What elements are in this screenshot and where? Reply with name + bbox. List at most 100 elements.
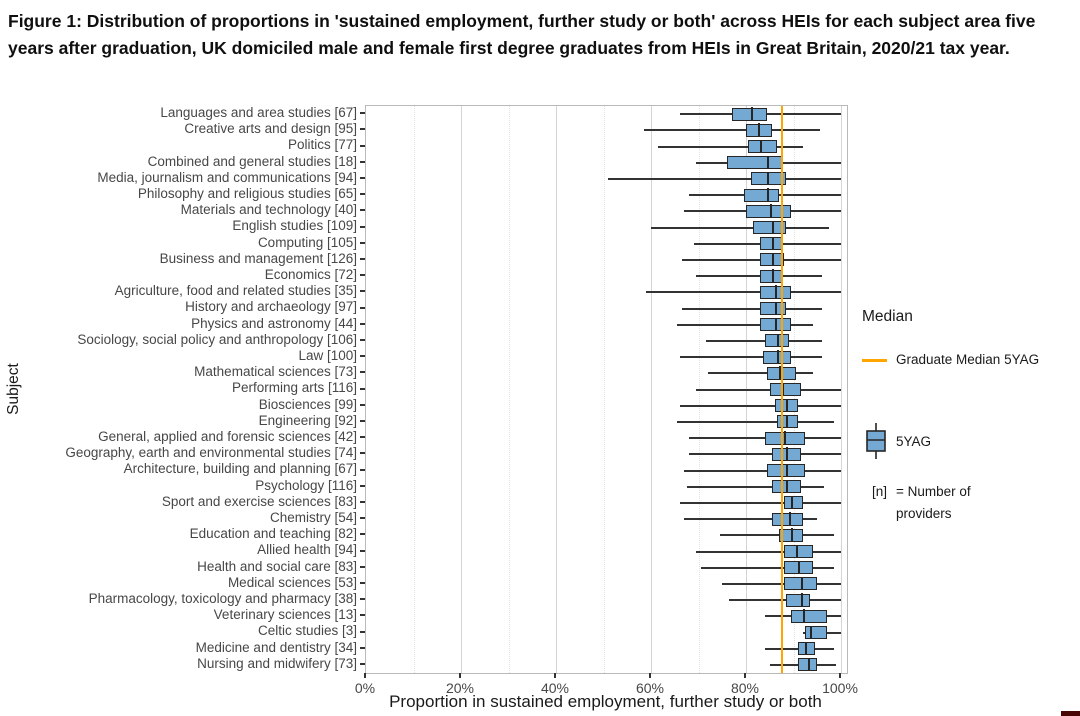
- boxplot-whisker: [705, 339, 822, 342]
- y-axis-label: Sociology, social policy and anthropolog…: [77, 331, 357, 347]
- gridline-minor: [413, 106, 416, 673]
- y-axis-label: Creative arts and design [95]: [184, 121, 357, 137]
- y-axis-tick: [360, 128, 365, 131]
- y-axis-label: Economics [72]: [264, 267, 357, 282]
- boxplot-median-line: [779, 366, 782, 380]
- y-axis-tick: [360, 646, 365, 649]
- boxplot-median-line: [795, 544, 798, 558]
- y-axis-label: Philosophy and religious studies [65]: [137, 186, 357, 201]
- boxplot-whisker: [696, 275, 822, 278]
- boxplot-box: [760, 236, 782, 251]
- boxplot-box: [746, 204, 792, 218]
- boxplot-box: [784, 544, 813, 558]
- y-axis-tick: [360, 452, 365, 455]
- boxplot-median-line: [757, 123, 760, 137]
- boxplot-box: [772, 512, 803, 526]
- y-axis-tick: [360, 176, 365, 179]
- boxplot-median-line: [810, 625, 813, 639]
- y-axis-tick: [360, 662, 365, 665]
- x-axis-title: Proportion in sustained employment, furt…: [389, 692, 822, 711]
- y-axis-tick: [360, 387, 365, 390]
- boxplot-box: [772, 479, 801, 494]
- boxplot-whisker: [719, 534, 834, 537]
- y-axis-tick: [360, 371, 365, 374]
- boxplot-box: [760, 285, 792, 299]
- reference-line-legend-label: Graduate Median 5YAG: [896, 352, 1040, 367]
- y-axis-label: Materials and technology [40]: [180, 202, 357, 218]
- boxplot-median-line: [767, 188, 770, 202]
- y-axis-label: General, applied and forensic sciences […: [98, 429, 357, 444]
- y-axis-label: Sport and exercise sciences [83]: [161, 493, 357, 509]
- y-axis-label: Law [100]: [298, 348, 357, 363]
- y-axis-label: Chemistry [54]: [269, 510, 357, 525]
- gridline-major: [651, 106, 652, 673]
- gridline-major: [461, 106, 462, 673]
- y-axis-label: Education and teaching [82]: [189, 526, 357, 542]
- providers-note-text: = Number of providers: [896, 484, 971, 521]
- boxplot-box: [774, 398, 799, 413]
- boxplot-whisker: [677, 420, 834, 423]
- boxplot-box: [731, 107, 768, 121]
- boxplot-median-line: [769, 204, 772, 218]
- screen-artifact: [1061, 711, 1080, 716]
- y-axis-label: Physics and astronomy [44]: [191, 315, 357, 331]
- y-axis-tick: [360, 290, 365, 293]
- boxplot-box: [779, 528, 803, 542]
- y-axis-label: Pharmacology, toxicology and pharmacy [3…: [88, 591, 357, 606]
- boxplot-median-line: [786, 447, 789, 461]
- boxplot-whisker: [700, 566, 834, 569]
- y-axis-tick: [360, 484, 365, 487]
- y-axis-tick: [360, 549, 365, 552]
- boxplot-median-line: [767, 155, 770, 169]
- x-axis-tick: [364, 673, 366, 678]
- y-axis-tick: [360, 322, 365, 325]
- boxplot-median-line: [791, 528, 794, 542]
- boxplot-whisker: [681, 307, 822, 310]
- y-axis-tick: [360, 225, 365, 228]
- y-axis-label: Veterinary sciences [13]: [213, 607, 357, 623]
- boxplot-median-line: [774, 301, 777, 315]
- boxplot-box: [760, 252, 784, 267]
- y-axis-label: Business and management [126]: [159, 250, 357, 266]
- y-axis-label: Architecture, building and planning [67]: [123, 461, 357, 477]
- boxplot-median-line: [760, 139, 763, 153]
- y-axis-tick: [360, 533, 365, 536]
- x-axis-tick-label: 20%: [445, 680, 475, 696]
- x-axis-tick-label: 40%: [540, 680, 570, 696]
- boxplot-box: [760, 317, 792, 332]
- boxplot-median-line: [786, 414, 789, 428]
- y-axis-label: English studies [109]: [232, 218, 357, 234]
- boxplot-box: [765, 333, 789, 348]
- y-axis-label: Combined and general studies [18]: [147, 153, 357, 169]
- boxplot-box: [750, 171, 787, 186]
- boxplot-median-line: [791, 495, 794, 509]
- figure-title: Figure 1: Distribution of proportions in…: [8, 11, 1036, 58]
- y-axis-tick: [360, 517, 365, 520]
- y-axis-label: Politics [77]: [287, 137, 357, 153]
- boxplot-whisker: [658, 145, 803, 148]
- x-axis-tick-label: 60%: [635, 680, 665, 696]
- y-axis-label: Performing arts [116]: [231, 380, 357, 396]
- y-axis-tick: [360, 112, 365, 115]
- y-axis-label: Computing [105]: [257, 234, 357, 250]
- y-axis-label: Health and social care [83]: [197, 558, 357, 574]
- y-axis-tick: [360, 144, 365, 147]
- boxplot-legend-label: 5YAG: [896, 434, 932, 449]
- boxplot-median-line: [767, 171, 770, 185]
- boxplot-median-line: [772, 220, 775, 234]
- y-axis-label: Engineering [92]: [258, 412, 357, 428]
- gridline-major: [841, 106, 842, 673]
- plot-panel: [365, 105, 848, 674]
- boxplot-box: [784, 495, 803, 510]
- x-axis-tick-label: 80%: [730, 680, 760, 696]
- x-axis-tick: [839, 673, 841, 678]
- boxplot-box: [760, 301, 787, 315]
- providers-note: [n] = Number of providers: [872, 481, 971, 525]
- y-axis-tick: [360, 436, 365, 439]
- boxplot-box: [772, 447, 801, 461]
- y-axis-label: Geography, earth and environmental studi…: [65, 445, 357, 461]
- boxplot-median-line: [776, 333, 779, 347]
- x-axis-tick-label: 0%: [354, 680, 376, 696]
- boxplot-whisker: [679, 356, 822, 359]
